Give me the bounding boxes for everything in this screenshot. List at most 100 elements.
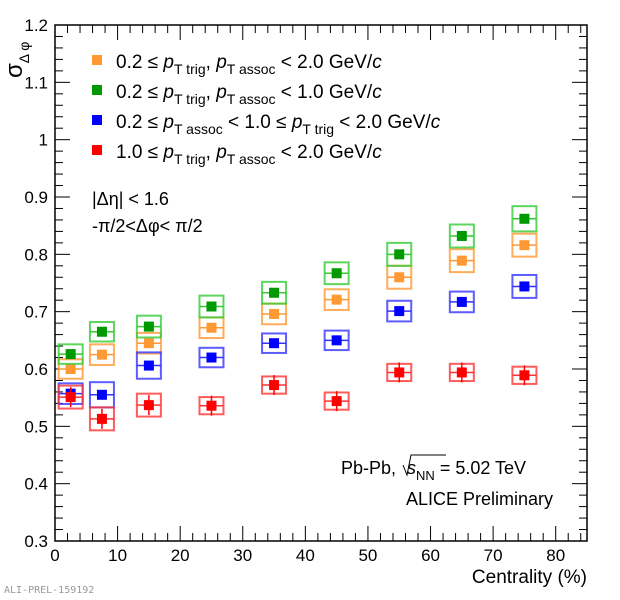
watermark: ALI-PREL-159192	[4, 585, 95, 596]
data-point	[331, 268, 342, 279]
data-point	[394, 367, 405, 378]
data-point	[519, 240, 530, 251]
data-point	[96, 413, 107, 424]
legend-text-part: < 1.0 GeV/	[276, 82, 373, 103]
data-point	[269, 308, 280, 319]
data-point	[456, 367, 467, 378]
data-point	[331, 294, 342, 305]
data-point	[65, 392, 76, 403]
legend-text-part: < 2.0 GeV/	[276, 52, 373, 73]
legend-text-part: c	[372, 142, 382, 163]
legend-text-part: T trig	[174, 91, 206, 107]
legend-text-part: p	[162, 142, 174, 163]
data-point	[269, 380, 280, 391]
legend-text-part: c	[431, 112, 441, 133]
data-point	[65, 349, 76, 360]
legend-text-part: p	[215, 52, 227, 73]
data-point	[206, 400, 217, 411]
data-point	[143, 321, 154, 332]
x-axis-label: Centrality (%)	[472, 567, 587, 588]
y-axis-label-main: σ	[1, 63, 28, 78]
y-tick-label: 0.6	[24, 360, 48, 379]
y-axis-label: σΔ φ	[1, 42, 32, 78]
legend-text-part: T assoc	[174, 121, 223, 137]
x-tick-label: 60	[421, 546, 440, 565]
eta-cut-label: |Δη| < 1.6	[92, 189, 169, 209]
data-point	[331, 396, 342, 407]
y-tick-label: 0.5	[24, 417, 48, 436]
legend-entry: 1.0 ≤ pT trig, pT assoc < 2.0 GeV/c	[116, 142, 382, 167]
legend-text-part: T trig	[174, 61, 206, 77]
legend-marker	[92, 55, 102, 65]
x-tick-label: 80	[546, 546, 565, 565]
legend-text-part: < 2.0 GeV/	[334, 112, 431, 133]
preliminary-label: ALICE Preliminary	[406, 489, 553, 509]
legend-text-part: p	[291, 112, 303, 133]
legend-text-part: p	[215, 82, 227, 103]
collision-label-part: Pb-Pb,	[341, 458, 401, 478]
legend-text-part: T assoc	[227, 91, 276, 107]
sqrt-sign	[402, 454, 446, 477]
data-point	[456, 296, 467, 307]
data-point	[394, 249, 405, 260]
legend-text-part: < 1.0 ≤	[223, 112, 292, 133]
y-tick-label: 1	[39, 131, 48, 150]
legend-text-part: p	[162, 82, 174, 103]
collision-label-part: s	[407, 458, 416, 478]
data-point	[65, 364, 76, 374]
data-point	[519, 281, 530, 292]
legend-entry: 0.2 ≤ pT trig, pT assoc < 2.0 GeV/c	[116, 52, 382, 77]
y-axis-label-sub: Δ φ	[16, 42, 32, 64]
phi-range-label: -π/2<Δφ< π/2	[92, 216, 203, 236]
x-tick-label: 50	[358, 546, 377, 565]
data-point	[269, 287, 280, 298]
y-tick-label: 0.8	[24, 245, 48, 264]
data-point	[206, 322, 217, 333]
legend-text-part: < 2.0 GeV/	[276, 142, 373, 163]
x-tick-label: 20	[171, 546, 190, 565]
legend-text-part: c	[372, 82, 382, 103]
data-point	[456, 230, 467, 241]
data-point	[143, 338, 154, 349]
legend-entry: 0.2 ≤ pT trig, pT assoc < 1.0 GeV/c	[116, 82, 382, 107]
data-point	[394, 272, 405, 283]
data-point	[96, 389, 107, 400]
legend-text-part: p	[162, 52, 174, 73]
legend-text-part: T trig	[174, 151, 206, 167]
legend-text-part: T trig	[302, 121, 334, 137]
y-tick-label: 0.3	[24, 532, 48, 551]
legend-text-part: ,	[206, 142, 217, 163]
data-point	[456, 255, 467, 266]
legend-marker	[92, 145, 102, 155]
data-point	[96, 326, 107, 337]
data-point	[96, 349, 107, 360]
data-point	[143, 400, 154, 411]
legend-entry: 0.2 ≤ pT assoc < 1.0 ≤ pT trig < 2.0 GeV…	[116, 112, 441, 137]
y-tick-label: 1.1	[24, 73, 48, 92]
legend-marker	[92, 115, 102, 125]
y-tick-label: 0.9	[24, 188, 48, 207]
x-tick-label: 70	[484, 546, 503, 565]
x-tick-label: 30	[233, 546, 252, 565]
y-tick-label: 1.2	[24, 16, 48, 35]
legend-marker	[92, 85, 102, 95]
data-point	[331, 335, 342, 346]
x-tick-label: 0	[50, 546, 59, 565]
legend-text-part: T assoc	[227, 61, 276, 77]
legend-text-part: T assoc	[227, 151, 276, 167]
collision-label-part: = 5.02 TeV	[435, 458, 526, 478]
data-point	[519, 370, 530, 381]
data-point	[394, 306, 405, 317]
data-point	[206, 352, 217, 363]
collision-system-label: Pb-Pb, sNN = 5.02 TeV	[341, 458, 526, 483]
legend-text-part: 1.0 ≤	[116, 142, 163, 163]
data-point	[519, 213, 530, 224]
collision-label-part: NN	[416, 468, 435, 483]
data-point	[206, 301, 217, 312]
x-tick-label: 40	[296, 546, 315, 565]
y-tick-label: 0.4	[24, 475, 48, 494]
legend-text-part: p	[162, 112, 174, 133]
x-tick-label: 10	[108, 546, 127, 565]
legend-text-part: ,	[206, 52, 217, 73]
legend-text-part: ,	[206, 82, 217, 103]
